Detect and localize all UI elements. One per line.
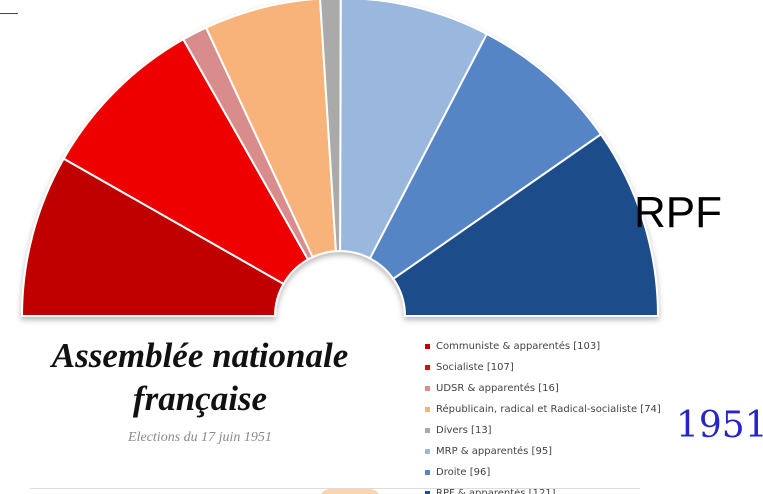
legend-item-6: Droite [96] xyxy=(425,462,675,483)
chart-subtitle: Elections du 17 juin 1951 xyxy=(128,430,272,445)
legend-item-1: Socialiste [107] xyxy=(425,357,675,378)
legend-item-5: MRP & apparentés [95] xyxy=(425,441,675,462)
legend-item-4: Divers [13] xyxy=(425,420,675,441)
legend-label-6: Droite [96] xyxy=(436,467,491,478)
legend-swatch-3 xyxy=(425,407,430,412)
legend-label-4: Divers [13] xyxy=(436,425,492,436)
rpf-overlay-label: RPF xyxy=(634,188,722,237)
corner-tick xyxy=(0,13,18,14)
legend-swatch-6 xyxy=(425,470,430,475)
legend-swatch-0 xyxy=(425,344,430,349)
bottom-rule xyxy=(30,488,640,489)
chart-title-line2: française xyxy=(132,379,268,418)
hemicycle-slice-3 xyxy=(204,0,337,259)
legend-item-2: UDSR & apparentés [16] xyxy=(425,378,675,399)
hemicycle-slice-7 xyxy=(391,132,660,317)
legend-item-0: Communiste & apparentés [103] xyxy=(425,336,675,357)
chart-title-line1: Assemblée nationale xyxy=(51,336,349,375)
legend-item-7: RPF & apparentés [121] xyxy=(425,483,675,494)
legend-swatch-1 xyxy=(425,365,430,370)
hemicycle-chart xyxy=(20,0,660,317)
legend-label-1: Socialiste [107] xyxy=(436,362,514,373)
legend-label-7: RPF & apparentés [121] xyxy=(436,488,556,494)
hemicycle-slice-6 xyxy=(368,32,603,281)
bottom-decoration xyxy=(320,489,380,494)
legend-swatch-7 xyxy=(425,491,430,494)
chart-title-block: Assemblée nationale française Elections … xyxy=(20,334,380,446)
legend-label-2: UDSR & apparentés [16] xyxy=(436,383,559,394)
legend-item-3: Républicain, radical et Radical-socialis… xyxy=(425,399,675,420)
legend-label-3: Républicain, radical et Radical-socialis… xyxy=(436,404,661,415)
chart-legend: Communiste & apparentés [103] Socialiste … xyxy=(425,336,675,494)
legend-swatch-4 xyxy=(425,428,430,433)
legend-swatch-5 xyxy=(425,449,430,454)
hemicycle-slice-5 xyxy=(339,0,489,260)
legend-label-5: MRP & apparentés [95] xyxy=(436,446,553,457)
legend-swatch-2 xyxy=(425,386,430,391)
hemicycle-slice-1 xyxy=(62,37,310,286)
year-label: 1951 xyxy=(676,405,763,446)
legend-label-0: Communiste & apparentés [103] xyxy=(436,341,601,352)
hemicycle-slice-0 xyxy=(20,157,285,317)
